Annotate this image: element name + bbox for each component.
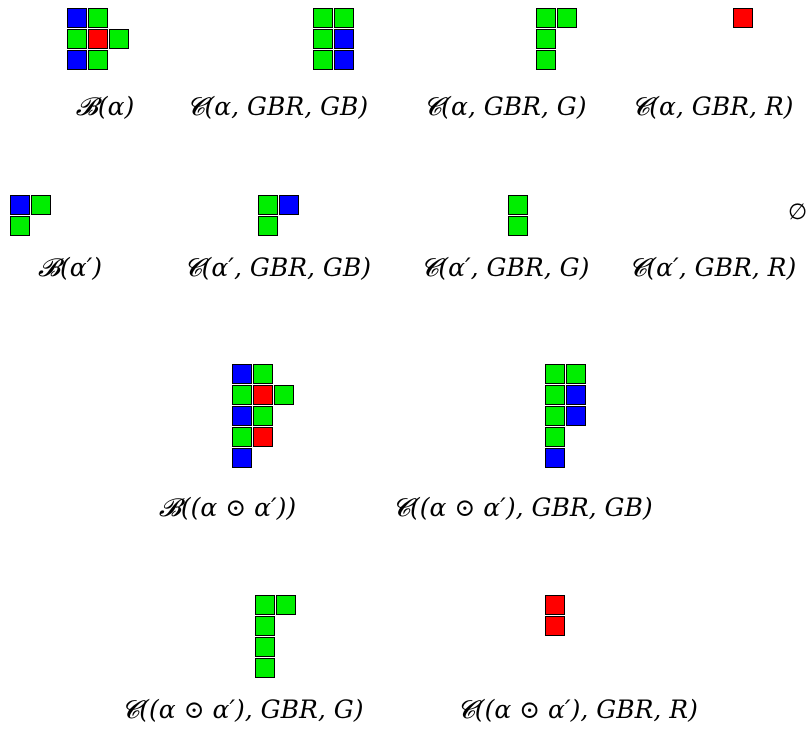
grid-cell — [508, 195, 528, 215]
grid-cell — [334, 29, 354, 49]
grid-cell — [109, 29, 129, 49]
grid-cell — [313, 50, 333, 70]
grid-cell — [566, 385, 586, 405]
grid-cell — [334, 50, 354, 70]
grid-cell — [255, 637, 275, 657]
grid-cell — [334, 8, 354, 28]
grid-cell — [279, 195, 299, 215]
grid-cell — [67, 29, 87, 49]
grid-cell — [232, 364, 252, 384]
grid-cell — [232, 448, 252, 468]
grid-cell — [258, 216, 278, 236]
figure-caption: 𝓒(α, GBR, R) — [631, 92, 794, 121]
grid-cell — [88, 29, 108, 49]
grid-cell — [536, 8, 556, 28]
grid-cell — [31, 195, 51, 215]
grid-cell — [566, 364, 586, 384]
grid-cell — [232, 406, 252, 426]
grid-cell — [253, 406, 273, 426]
grid-cell — [10, 216, 30, 236]
figure-caption: 𝓑((α ⊙ α′)) — [158, 493, 297, 522]
grid-cell — [566, 406, 586, 426]
figure-caption: 𝓑(α′) — [37, 253, 103, 282]
grid-cell — [253, 385, 273, 405]
grid-cell — [545, 616, 565, 636]
grid-cell — [313, 8, 333, 28]
grid-cell — [258, 195, 278, 215]
grid-cell — [255, 616, 275, 636]
figure-caption: 𝓒((α ⊙ α′), GBR, R) — [457, 695, 698, 724]
grid-cell — [253, 427, 273, 447]
grid-cell — [232, 427, 252, 447]
grid-cell — [545, 595, 565, 615]
grid-cell — [255, 595, 275, 615]
grid-cell — [557, 8, 577, 28]
grid-cell — [255, 658, 275, 678]
grid-cell — [88, 50, 108, 70]
figure-caption: 𝓑(α) — [75, 92, 135, 121]
grid-cell — [313, 29, 333, 49]
grid-cell — [545, 427, 565, 447]
grid-cell — [274, 385, 294, 405]
grid-cell — [67, 50, 87, 70]
figure-caption: 𝓒(α′, GBR, GB) — [183, 253, 372, 282]
grid-cell — [508, 216, 528, 236]
grid-cell — [536, 29, 556, 49]
grid-cell — [733, 8, 753, 28]
grid-cell — [10, 195, 30, 215]
grid-cell — [545, 385, 565, 405]
figure-caption: 𝓒(α′, GBR, R) — [628, 253, 797, 282]
figure-caption: 𝓒((α ⊙ α′), GBR, G) — [121, 695, 364, 724]
figure-caption: 𝓒(α, GBR, GB) — [186, 92, 369, 121]
figure-caption: 𝓒(α, GBR, G) — [423, 92, 587, 121]
grid-cell — [232, 385, 252, 405]
grid-cell — [253, 364, 273, 384]
empty-set-symbol: ∅ — [788, 200, 808, 225]
grid-cell — [545, 364, 565, 384]
grid-cell — [545, 406, 565, 426]
grid-cell — [67, 8, 87, 28]
grid-cell — [545, 448, 565, 468]
grid-cell — [536, 50, 556, 70]
figure-caption: 𝓒(α′, GBR, G) — [420, 253, 590, 282]
figure-caption: 𝓒((α ⊙ α′), GBR, GB) — [392, 493, 653, 522]
grid-cell — [88, 8, 108, 28]
grid-cell — [276, 595, 296, 615]
